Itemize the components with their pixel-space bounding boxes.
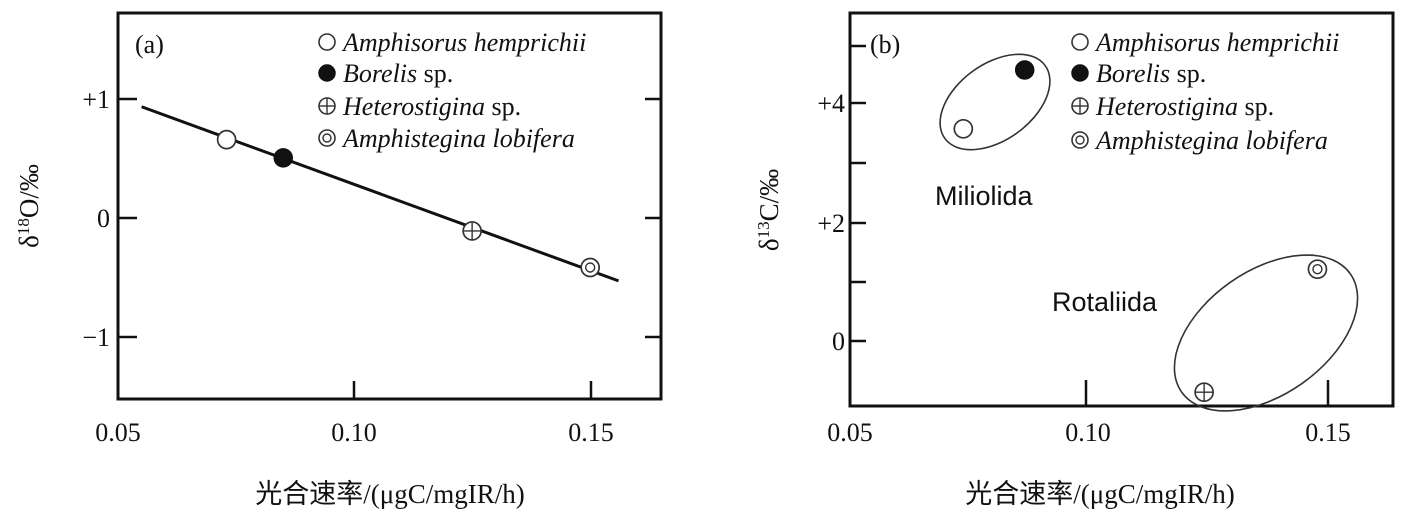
panel-b-point-open-circle [953,118,974,139]
panel-b-legend-item-heterostigina: Heterostigina sp. [1071,92,1274,121]
panel-b-x-tick-label-005: 0.05 [827,418,873,447]
panel-b-legend-label: Heterostigina sp. [1095,92,1274,121]
panel-b-point-double-circle [1307,259,1328,280]
legend-name-suffix: sp. [1170,59,1206,88]
panel-a-legend-item-amphisorus: Amphisorus hemprichii [318,28,586,57]
legend-name-suffix: sp. [417,59,453,88]
panel-a-legend-label: Heterostigina sp. [342,92,521,121]
panel-b-legend-label: Amphistegina lobifera [1094,126,1328,155]
panel-b-legend-item-borelis: Borelis sp. [1071,59,1206,88]
legend-italic-name: Borelis [1096,59,1170,88]
miliolida-group-label: Miliolida [935,181,1034,211]
panel-a-y-title-delta: δ [14,235,44,248]
panel-a-legend-label: Amphistegina lobifera [341,124,575,153]
panel-a-data-points [216,129,601,278]
panel-a-y-tick-label-plus1: +1 [82,85,110,114]
panel-b-point-crossed-circle [1194,382,1214,403]
legend-name-suffix: sp. [485,92,521,121]
panel-a-legend-item-heterostigina: Heterostigina sp. [318,92,521,121]
panel-a-legend-item-borelis: Borelis sp. [318,59,453,88]
panel-b-legend-item-amphistegina: Amphistegina lobifera [1071,126,1328,155]
double-circle-marker-icon [322,133,332,143]
panel-a-point-open-circle [216,129,237,150]
filled-circle-marker-icon [318,64,336,82]
panel-a-y-tick-label-minus1: −1 [82,323,110,352]
panel-b-y-tick-label-zero: 0 [832,327,845,356]
panel-a-y-title-sup: 18 [14,218,33,235]
open-circle-marker-icon [318,33,336,51]
legend-italic-name: Amphisorus hemprichii [341,28,586,57]
panel-b-y-title-rest: C/‰ [754,169,784,222]
panel-b-legend-label: Borelis sp. [1096,59,1206,88]
open-circle-marker-icon [1071,33,1089,51]
panel-a-x-tick-label-005: 0.05 [95,418,141,447]
panel-a-legend-label: Borelis sp. [343,59,453,88]
panel-b-legend: Amphisorus hemprichii Borelis sp. Hetero… [1071,28,1339,155]
panel-b-y-ticks [850,44,866,343]
legend-italic-name: Borelis [343,59,417,88]
panel-b-y-title-sup: 13 [754,221,773,238]
panel-a-point-crossed-circle [462,221,482,241]
panel-b-label: (b) [870,30,900,59]
panel-a-x-tick-label-015: 0.15 [568,418,614,447]
panel-b-chart: +4 +2 0 0.05 0.10 0.15 光合速率/(μgC/mgIR/h)… [754,11,1395,509]
legend-italic-name: Heterostigina [342,92,485,121]
panel-b-legend-item-amphisorus: Amphisorus hemprichii [1071,28,1339,57]
legend-name-suffix: sp. [1238,92,1274,121]
panel-b-x-ticks [1084,380,1330,406]
double-circle-marker-icon [1075,135,1085,145]
panel-a-y-ticks [118,97,661,339]
miliolida-group-ellipse [939,53,1051,151]
panel-b-y-tick-label-plus2: +2 [817,209,845,238]
panel-a-x-axis-title: 光合速率/(μgC/mgIR/h) [255,479,524,509]
panel-a-legend: Amphisorus hemprichii Borelis sp. Hetero… [318,28,586,153]
panel-b-x-axis-title: 光合速率/(μgC/mgIR/h) [965,479,1234,509]
panel-a-y-axis-title: δ18O/‰ [14,164,44,248]
legend-italic-name: Amphistegina lobifera [341,124,575,153]
legend-italic-name: Amphistegina lobifera [1094,126,1328,155]
panel-a-plot-frame [116,11,663,401]
panel-a-y-title-rest: O/‰ [14,164,44,218]
panel-b-y-axis-title: δ13C/‰ [754,169,784,251]
panel-a-legend-label: Amphisorus hemprichii [341,28,586,57]
panel-b-point-filled-circle [1014,60,1035,80]
panel-b-data-points [953,60,1328,403]
panel-a-legend-item-amphistegina: Amphistegina lobifera [318,124,575,153]
panel-b-legend-label: Amphisorus hemprichii [1094,28,1339,57]
rotaliida-group-ellipse [1173,254,1359,412]
panel-b-x-tick-label-015: 0.15 [1305,418,1351,447]
panel-b-y-tick-label-plus4: +4 [817,89,845,118]
legend-italic-name: Heterostigina [1095,92,1238,121]
panel-a-label: (a) [135,30,164,59]
panel-a-x-ticks [352,381,593,399]
panel-a-chart: +1 0 −1 0.05 0.10 0.15 光合速率/(μgC/mgIR/h)… [14,11,663,509]
panel-a-y-tick-label-zero: 0 [97,204,110,233]
panel-a-point-filled-circle [273,148,294,168]
panel-b-y-title-delta: δ [754,238,784,251]
panel-b-plot-frame [848,11,1395,408]
panel-a-point-double-circle [580,257,601,278]
legend-italic-name: Amphisorus hemprichii [1094,28,1339,57]
rotaliida-group-label: Rotaliida [1052,287,1158,317]
panel-b-x-tick-label-010: 0.10 [1065,418,1111,447]
panel-a-x-tick-label-010: 0.10 [331,418,377,447]
filled-circle-marker-icon [1071,64,1089,82]
